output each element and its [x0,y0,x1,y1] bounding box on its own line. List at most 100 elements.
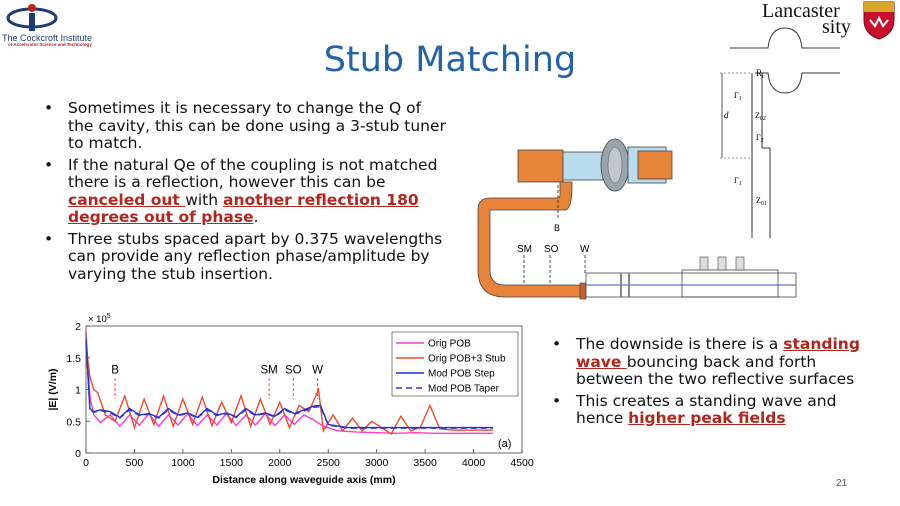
label-z02: Z02 [755,111,766,122]
g1-main: Γ [734,91,739,100]
orange-waveguide-bend [477,181,581,298]
x-tick-label: 3500 [413,457,437,469]
y-tick-label: 2 [75,321,81,333]
stub-tuner-section [681,269,779,298]
rc-sub: c [762,74,765,80]
label-z01: Z01 [756,196,767,207]
stub-3 [735,256,745,271]
z01-sub: 01 [761,201,767,207]
y-multiplier-base: × 10 [88,314,107,325]
waveguide-flange-1 [620,273,622,297]
legend-label: Orig POB [428,339,471,350]
chart-legend: Orig POB Orig POB+3 Stub Mod POB Step Mod P… [391,331,519,397]
series-line [85,344,493,435]
label-rc: Rc [756,68,765,80]
x-tick-label: 500 [126,457,144,469]
cockcroft-logo-subtitle: of Accelerator Science and Technology [8,42,92,47]
z02-main: Z [755,111,760,120]
label-w: W [580,244,590,255]
x-tick-label: 0 [83,457,89,469]
x-tick-label: 2000 [268,457,292,469]
chart-panel-label: (a) [498,438,511,450]
bullet-text: Three stubs spaced apart by 0.375 wavele… [68,229,443,283]
right-bullet-list: The downside is there is a standing wave… [546,335,886,432]
legend-label: Mod POB Taper [428,384,500,395]
g2-main: Γ [756,133,761,142]
annotation-label: B [111,365,119,377]
coupler-blue-body [562,151,604,181]
bullet-text-pre: If the natural Qe of the coupling is not… [68,155,438,191]
page-number: 21 [836,478,848,489]
g1b-sub: 1 [739,181,742,187]
bullet-text-mid: with [185,190,224,209]
lancaster-logo: Lancaster sity [762,0,900,44]
y-tick-label: 0.5 [66,416,81,428]
cavity-iris [607,146,623,184]
highlight-canceled-out: canceled out [68,190,186,209]
y-tick-label: 0 [75,448,81,460]
highlight-higher-peak-fields: higher peak fields [628,409,786,427]
bullet-text: Sometimes it is necessary to change the … [68,99,446,152]
bullet-text-pre: This creates a standing wave and hence [576,391,837,427]
legend-label: Orig POB+3 Stub [428,354,506,365]
lancaster-crest-icon [863,1,895,40]
stub-2 [717,256,727,271]
z02-sub: 02 [760,116,766,122]
annotation-label: SO [285,365,302,377]
x-tick-label: 2500 [317,457,341,469]
x-tick-label: 3000 [365,457,389,469]
label-b: B [554,223,560,233]
y-tick-label: 1.5 [66,353,81,365]
lancaster-logo-line2: sity [822,16,851,38]
label-gamma1-top: Γ1 [734,91,742,102]
g1b-main: Γ [734,176,739,185]
annotation-label: W [312,365,323,377]
cavity-outline-bottom [755,72,840,94]
label-d: d [724,110,729,120]
highlight-standing-wave: standing wave [576,335,860,371]
series-line [85,338,493,429]
chart-annotations: B SM SO W [111,365,323,400]
cavity-outline-top [730,27,840,49]
chart-ylabel: |E| (V/m) [47,368,59,410]
chart-series-group [85,332,493,435]
field-profile-chart: B SM SO W 0 500 1000 1500 2000 2500 3000 3500 4000 4… [47,313,534,486]
series-line [85,332,493,435]
left-bullet-list: Sometimes it is necessary to change the … [38,99,448,287]
label-gamma1-bottom: Γ1 [734,176,742,187]
x-tick-label: 4000 [462,457,486,469]
stub-1 [699,256,709,271]
x-tick-label: 4500 [510,457,534,469]
cockcroft-logo: The Cockcroft Institute of Accelerator S… [2,2,114,48]
circuit-schematic: d Rc Γ1 Z02 Γ2 Γ1 Z01 [720,27,840,238]
x-tick-label: 1500 [220,457,244,469]
label-gamma2: Γ2 [756,133,764,144]
chart-xlabel: Distance along waveguide axis (mm) [212,474,395,486]
waveguide-diagram: SM SO W B [477,138,797,300]
cockcroft-emblem-icon [6,4,58,31]
y-multiplier-exp: 5 [107,313,111,320]
bullet-item-downside: The downside is there is a standing wave… [546,335,886,389]
chart-frame [85,325,523,454]
cavity-end-orange [637,150,673,180]
legend-label: Mod POB Step [428,369,495,380]
lancaster-logo-line1: Lancaster [762,0,840,22]
y-tick-label: 1 [75,385,81,397]
highlight-another-reflection: another reflection 180 degrees out of ph… [68,190,419,226]
bullet-text-pre: The downside is there is a [576,335,784,353]
bullet-item-peak-fields: This creates a standing wave and hence h… [546,391,886,428]
bullet-text-post: . [253,208,259,226]
chart-y-multiplier: × 105 [88,313,111,325]
window-flange [579,282,587,300]
bullet-item-q-change: Sometimes it is necessary to change the … [38,99,448,153]
bullet-text-post: bouncing back and forth between the two … [576,352,855,388]
waveguide-flange-2 [628,273,630,297]
g2-sub: 2 [761,138,764,144]
slide-title: Stub Matching [323,40,577,80]
rc-main: R [756,68,762,78]
cockcroft-logo-name: The Cockcroft Institute [2,33,93,43]
bullet-item-three-stubs: Three stubs spaced apart by 0.375 wavele… [38,229,448,284]
z01-main: Z [756,196,761,205]
chart-ticks: 0 500 1000 1500 2000 2500 3000 3500 4000 4500 0 0.5… [66,321,533,469]
x-tick-label: 1000 [171,457,195,469]
